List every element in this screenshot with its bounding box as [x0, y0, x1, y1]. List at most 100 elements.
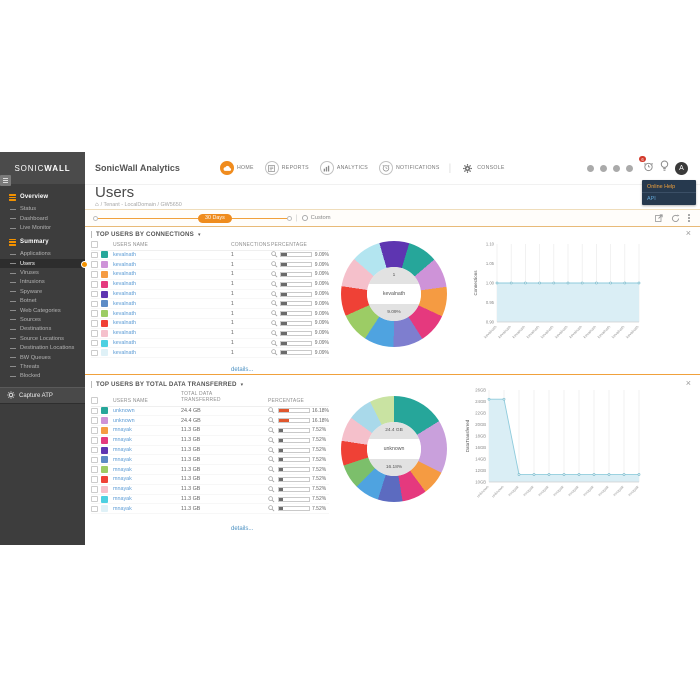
row-checkbox[interactable]: [91, 505, 98, 513]
row-checkbox[interactable]: [91, 476, 98, 483]
select-all-checkbox[interactable]: [91, 397, 98, 404]
user-link[interactable]: mnayak: [113, 447, 132, 454]
chevron-down-icon[interactable]: ▾: [197, 231, 201, 238]
sidebar-item-sources[interactable]: Sources: [0, 315, 85, 324]
sidebar-item-destinations[interactable]: Destinations: [0, 325, 85, 334]
user-link[interactable]: mnayak: [113, 437, 132, 444]
status-dot-icon[interactable]: [626, 164, 633, 172]
nav-console[interactable]: CONSOLE: [460, 161, 504, 175]
sidebar-item-threats[interactable]: Threats: [0, 362, 85, 371]
sidebar-item-intrusions[interactable]: Intrusions: [0, 278, 85, 287]
magnifier-icon[interactable]: [268, 486, 275, 493]
sidebar-item-live-monitor[interactable]: Live Monitor: [0, 223, 85, 232]
sidebar-item-dashboard[interactable]: Dashboard: [0, 214, 85, 223]
details-link[interactable]: details...: [231, 526, 254, 533]
magnifier-icon[interactable]: [268, 466, 275, 473]
row-checkbox[interactable]: [91, 320, 98, 327]
row-checkbox[interactable]: [91, 281, 98, 288]
connections-donut-chart[interactable]: 1 kevalnath 9.09%: [341, 241, 447, 347]
magnifier-icon[interactable]: [271, 300, 278, 307]
sidebar-group-summary[interactable]: Summary: [0, 233, 85, 250]
online-help-link[interactable]: Online Help: [642, 181, 696, 193]
sidebar-item-capture-atp[interactable]: Capture ATP: [0, 387, 85, 405]
magnifier-icon[interactable]: [268, 456, 275, 463]
sidebar-item-status[interactable]: Status: [0, 205, 85, 214]
magnifier-icon[interactable]: [271, 261, 278, 268]
sidebar-item-users[interactable]: Users: [0, 258, 88, 269]
magnifier-icon[interactable]: [271, 251, 278, 258]
user-link[interactable]: unknown: [113, 417, 135, 424]
column-header-percentage[interactable]: PERCENTAGE: [268, 397, 305, 404]
sidebar-item-viruses[interactable]: Viruses: [0, 268, 85, 277]
magnifier-icon[interactable]: [271, 281, 278, 288]
sidebar-item-source-locations[interactable]: Source Locations: [0, 334, 85, 343]
status-dot-icon[interactable]: [613, 164, 620, 172]
row-checkbox[interactable]: [91, 417, 98, 424]
user-avatar[interactable]: A: [675, 161, 688, 175]
api-link[interactable]: API: [647, 195, 656, 202]
magnifier-icon[interactable]: [271, 349, 278, 356]
user-link[interactable]: mnayak: [113, 486, 132, 493]
row-checkbox[interactable]: [91, 456, 98, 464]
refresh-icon[interactable]: [671, 214, 680, 223]
column-header-users-name[interactable]: USERS NAME: [113, 397, 149, 404]
breadcrumb[interactable]: ⌂ / Tenant - LocalDomain / GW5650: [95, 202, 182, 209]
user-link[interactable]: kevalnath: [112, 271, 137, 278]
nav-notifications[interactable]: NOTIFICATIONS: [379, 161, 440, 175]
row-checkbox[interactable]: [91, 261, 98, 268]
row-checkbox[interactable]: [91, 290, 98, 298]
row-checkbox[interactable]: [91, 466, 98, 473]
status-dot-icon[interactable]: [587, 164, 594, 172]
row-checkbox[interactable]: [91, 437, 98, 444]
magnifier-icon[interactable]: [268, 495, 275, 503]
custom-range-radio[interactable]: [301, 215, 308, 221]
row-checkbox[interactable]: [91, 427, 98, 434]
chevron-down-icon[interactable]: ▾: [240, 381, 244, 388]
user-link[interactable]: kevalnath: [112, 281, 137, 288]
slider-end-handle[interactable]: [286, 215, 292, 221]
help-bulb-icon[interactable]: [660, 159, 669, 177]
status-dot-icon[interactable]: [600, 164, 607, 172]
user-link[interactable]: mnayak: [113, 427, 132, 434]
slider-start-handle[interactable]: [93, 215, 98, 221]
column-header-value[interactable]: TOTAL DATA TRANSFERRED: [181, 391, 221, 404]
select-all-checkbox[interactable]: [91, 241, 98, 248]
row-checkbox[interactable]: [91, 339, 98, 347]
column-header-value[interactable]: CONNECTIONS: [231, 241, 271, 248]
magnifier-icon[interactable]: [268, 437, 275, 444]
user-link[interactable]: kevalnath: [112, 330, 137, 337]
user-link[interactable]: kevalnath: [112, 251, 137, 258]
sidebar-collapse-button[interactable]: [0, 175, 11, 186]
section-title[interactable]: TOP USERS BY CONNECTIONS: [96, 231, 194, 238]
sidebar-item-web-categories[interactable]: Web Categories: [0, 306, 85, 315]
row-checkbox[interactable]: [91, 486, 98, 493]
magnifier-icon[interactable]: [271, 330, 278, 337]
row-checkbox[interactable]: [91, 251, 98, 259]
user-link[interactable]: mnayak: [113, 476, 132, 483]
magnifier-icon[interactable]: [271, 320, 278, 327]
user-link[interactable]: mnayak: [113, 496, 132, 503]
sidebar-item-spyware[interactable]: Spyware: [0, 287, 85, 296]
nav-analytics[interactable]: ANALYTICS: [319, 161, 368, 175]
notifications-bell-icon[interactable]: 6: [639, 156, 654, 177]
magnifier-icon[interactable]: [268, 407, 275, 414]
row-checkbox[interactable]: [91, 407, 98, 415]
row-checkbox[interactable]: [91, 310, 98, 317]
magnifier-icon[interactable]: [268, 417, 275, 424]
close-icon[interactable]: ×: [685, 378, 691, 388]
column-header-users-name[interactable]: USERS NAME: [113, 241, 149, 248]
row-checkbox[interactable]: [91, 330, 98, 337]
row-checkbox[interactable]: [91, 495, 98, 503]
sidebar-group-overview[interactable]: Overview: [0, 188, 85, 205]
user-link[interactable]: kevalnath: [112, 310, 137, 317]
sidebar-item-destination-locations[interactable]: Destination Locations: [0, 343, 85, 352]
column-header-percentage[interactable]: PERCENTAGE: [271, 241, 308, 248]
sidebar-item-blocked[interactable]: Blocked: [0, 372, 85, 381]
magnifier-icon[interactable]: [268, 476, 275, 483]
magnifier-icon[interactable]: [271, 339, 278, 347]
row-checkbox[interactable]: [91, 300, 98, 308]
user-link[interactable]: kevalnath: [112, 349, 137, 356]
user-link[interactable]: kevalnath: [112, 261, 137, 268]
row-checkbox[interactable]: [91, 446, 98, 454]
magnifier-icon[interactable]: [268, 446, 275, 454]
